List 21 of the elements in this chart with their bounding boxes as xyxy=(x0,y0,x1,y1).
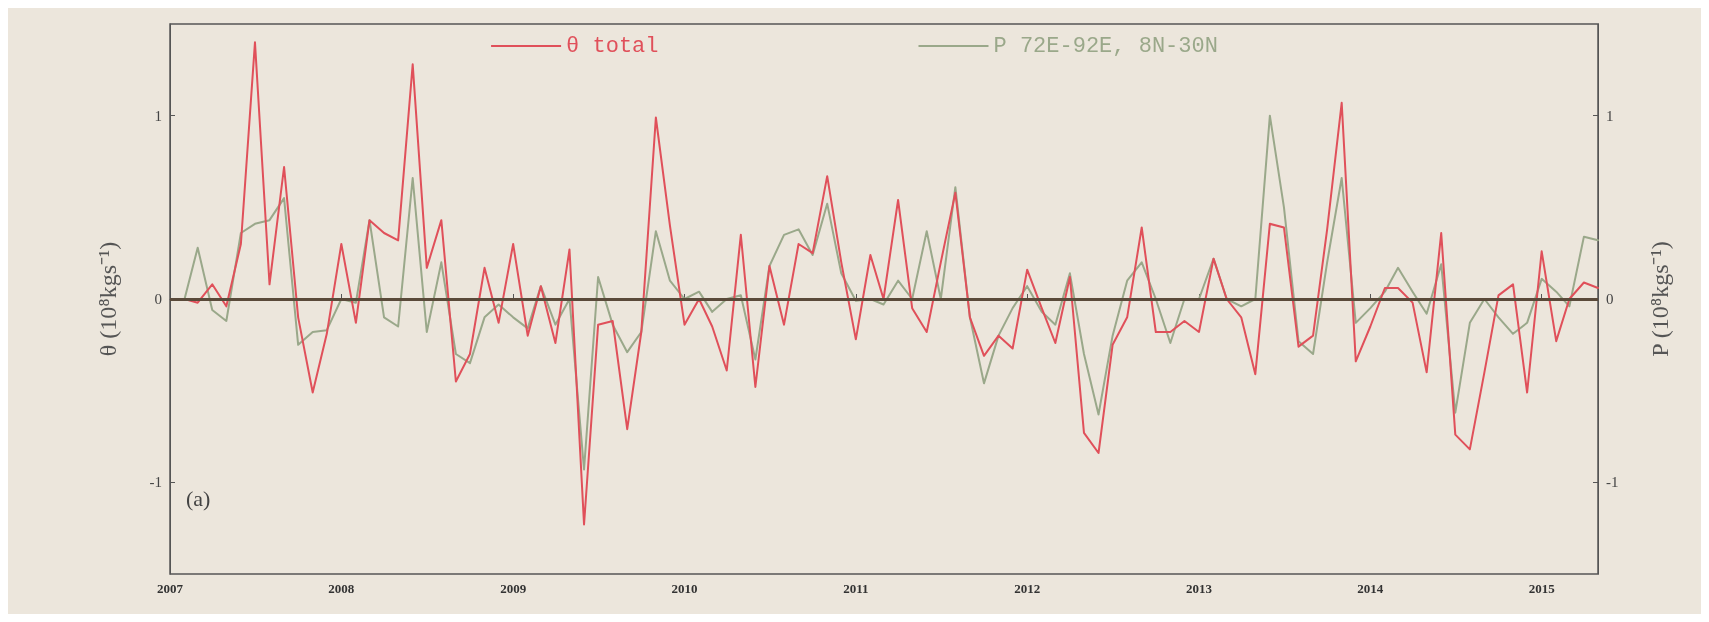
y-tick-label: 1 xyxy=(154,107,162,124)
annotation: (a) xyxy=(186,485,211,511)
legend-label: P 72E-92E, 8N-30N xyxy=(993,33,1218,59)
y-axis-title: θ (10⁸kgs⁻¹) xyxy=(95,241,121,357)
x-tick-label: 2011 xyxy=(843,581,869,596)
y2-tick-label: 0 xyxy=(1606,291,1614,307)
x-tick-label: 2010 xyxy=(671,581,698,596)
y-tick-label: 0 xyxy=(154,291,162,307)
x-tick-label: 2009 xyxy=(500,581,527,596)
line-series xyxy=(183,114,1599,471)
y2-tick-label: 1 xyxy=(1606,107,1614,124)
legend-label: θ total xyxy=(566,33,659,59)
x-tick-label: 2008 xyxy=(328,581,355,596)
x-tick-label: 2015 xyxy=(1528,581,1556,596)
y-tick-label: -1 xyxy=(149,474,162,491)
y2-tick-label: -1 xyxy=(1606,474,1619,491)
x-tick-label: 2014 xyxy=(1357,581,1384,596)
x-tick-label: 2007 xyxy=(157,581,184,596)
x-tick-label: 2013 xyxy=(1185,581,1213,596)
y2-axis-title: P (10⁸kgs⁻¹) xyxy=(1647,241,1673,357)
x-tick-label: 2012 xyxy=(1014,581,1041,596)
